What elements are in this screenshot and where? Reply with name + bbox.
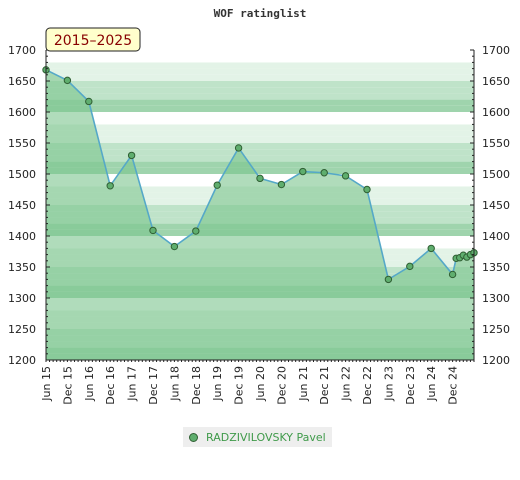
data-point[interactable] [85,97,93,106]
data-point[interactable] [299,167,307,176]
background-band [46,56,474,63]
y-tick-label-right: 1500 [482,168,510,181]
data-point[interactable] [127,151,136,160]
background-band [46,155,474,162]
y-tick-label-left: 1650 [8,75,36,88]
background-band [46,74,474,81]
background-band [46,62,474,69]
y-tick-label-right: 1700 [482,44,510,57]
y-tick-label-left: 1200 [8,354,36,367]
legend-label: RADZIVILOVSKY Pavel [206,430,326,444]
x-tick-label: Jun 16 [83,366,96,402]
data-point[interactable] [341,172,350,180]
y-tick-label-right: 1550 [482,137,510,150]
x-tick-label: Dec 21 [318,366,331,405]
y-tick-label-left: 1350 [8,261,36,274]
x-tick-label: Dec 20 [275,366,288,405]
y-axis-right: 1200 1250 1300 1350 1400 1450 1500 1550 1600 1650… [470,44,510,367]
y-tick-label-right: 1300 [482,292,510,305]
background-band [46,130,474,137]
background-band [46,136,474,143]
background-band [46,68,474,75]
x-tick-label: Jun 15 [40,366,53,402]
y-tick-label-right: 1200 [482,354,510,367]
data-point[interactable] [213,181,221,189]
period-label-background [45,27,141,52]
y-tick-label-right: 1350 [482,261,510,274]
data-point[interactable] [234,144,243,152]
background-band [46,124,474,131]
y-tick-label-left: 1400 [8,230,36,243]
background-band [46,50,474,57]
data-point[interactable] [170,242,179,251]
x-tick-label: Jun 18 [168,366,181,402]
x-tick-label: Dec 19 [233,366,246,405]
data-point[interactable] [320,169,328,177]
background-band [46,112,474,119]
y-tick-label-left: 1550 [8,137,36,150]
x-tick-label: Jun 24 [425,366,438,402]
data-point[interactable] [192,227,200,235]
background-band [46,99,474,106]
legend-marker-icon [189,432,198,442]
background-band [46,87,474,94]
legend: RADZIVILOVSKY Pavel [183,427,332,447]
data-point[interactable] [363,185,371,194]
y-tick-label-right: 1400 [482,230,510,243]
x-tick-label: Dec 24 [447,366,460,405]
x-tick-label: Jun 20 [254,366,267,402]
x-tick-label: Jun 17 [126,366,139,402]
data-point[interactable] [106,182,114,190]
data-point[interactable] [448,270,457,279]
data-point[interactable] [149,226,157,235]
period-label-box: 2015–2025 [45,27,141,52]
background-band [46,143,474,150]
data-point[interactable] [256,174,264,183]
background-band [46,81,474,88]
background-band [46,161,474,168]
x-tick-label: Jun 21 [297,366,310,402]
x-tick-label: Dec 15 [61,366,74,405]
background-band [46,149,474,156]
x-tick-label: Jun 22 [340,366,353,402]
y-tick-label-right: 1650 [482,75,510,88]
y-tick-label-right: 1250 [482,323,510,336]
background-band [46,118,474,125]
data-point[interactable] [63,76,72,85]
y-tick-label-left: 1300 [8,292,36,305]
rating-area [46,69,474,360]
y-tick-label-right: 1600 [482,106,510,119]
y-tick-label-right: 1450 [482,199,510,212]
x-tick-label: Dec 23 [404,366,417,405]
background-band [46,93,474,100]
x-tick-label: Jun 19 [211,366,224,402]
x-tick-label: Dec 18 [190,366,203,405]
y-tick-label-left: 1600 [8,106,36,119]
background-band [46,167,474,174]
data-point[interactable] [277,180,286,189]
area-fill [46,69,474,360]
chart-title: WOF ratinglist [214,7,307,20]
x-tick-label: Dec 17 [147,366,160,405]
x-axis: Jun 15 Dec 15 Jun 16 Dec 16 Jun 17 Dec 17 Jun … [40,359,475,405]
y-tick-label-left: 1500 [8,168,36,181]
y-axis-left: 1200 1250 1300 1350 1400 1450 1500 1550 1600 1650… [8,44,50,367]
period-label: 2015–2025 [54,33,132,49]
x-tick-label: Dec 16 [104,366,117,405]
background-band [46,105,474,112]
y-tick-label-left: 1700 [8,44,36,57]
y-tick-label-left: 1450 [8,199,36,212]
data-point[interactable] [384,275,393,284]
y-tick-label-left: 1250 [8,323,36,336]
x-tick-label: Dec 22 [361,366,374,405]
x-tick-label: Jun 23 [382,366,395,402]
data-point[interactable] [427,244,435,253]
data-point[interactable] [406,262,414,271]
